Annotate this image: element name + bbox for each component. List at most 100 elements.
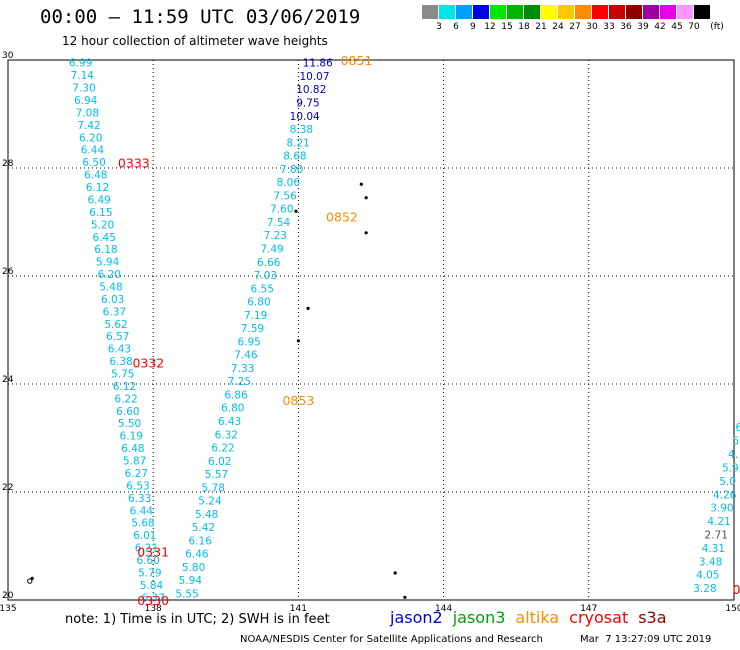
island-mark <box>294 209 298 213</box>
page-title: 00:00 – 11:59 UTC 03/06/2019 <box>40 6 361 28</box>
wave-height-label: 7.30 <box>72 83 95 95</box>
wave-height-label: 5.42 <box>192 522 215 534</box>
wave-height-label: 6.99 <box>69 58 92 70</box>
wave-height-label: 5 <box>733 436 740 448</box>
lon-tick-label: 150 <box>725 604 740 614</box>
wave-height-label: 6.44 <box>130 505 154 517</box>
wave-height-label: 5.62 <box>104 319 127 331</box>
legend-label: 45 <box>671 22 683 32</box>
wave-height-label: 6.15 <box>89 207 112 219</box>
lat-tick-label: 30 <box>2 51 14 61</box>
pass-time-label: 0851 <box>341 53 373 68</box>
legend-label: 6 <box>453 22 459 32</box>
footer-note: note: 1) Time is in UTC; 2) SWH is in fe… <box>65 612 330 627</box>
lon-tick-label: 141 <box>290 604 307 614</box>
lat-tick-label: 20 <box>2 591 14 601</box>
pass-time-label: 0853 <box>282 393 314 408</box>
wave-height-label: 6.45 <box>93 232 116 244</box>
legend-swatch <box>422 5 438 19</box>
wave-height-label: 4.05 <box>696 570 719 582</box>
wave-height-label: 11.86 <box>303 58 333 70</box>
wave-height-label: 5.48 <box>195 509 218 521</box>
island-mark <box>306 306 310 310</box>
legend-swatch <box>541 5 557 19</box>
wave-height-label: 5.50 <box>118 418 141 430</box>
wave-height-label: 9.75 <box>296 98 319 110</box>
legend-label: 39 <box>637 22 649 32</box>
wave-height-label: 7.19 <box>244 310 267 322</box>
wave-height-label: 4.31 <box>702 543 725 555</box>
wave-height-label: 6 <box>735 422 740 434</box>
wave-height-label: 7.25 <box>228 376 251 388</box>
wave-height-label: 6.50 <box>82 157 105 169</box>
wave-height-label: 5.24 <box>198 496 222 508</box>
legend-label: 24 <box>552 22 564 32</box>
wave-height-label: 7.54 <box>267 217 291 229</box>
generation-timestamp: Mar 7 13:27:09 UTC 2019 <box>580 634 712 645</box>
wave-height-label: 6.27 <box>125 468 148 480</box>
wave-height-label: 5.94 <box>179 575 203 587</box>
satellite-jason2: jason2 <box>390 608 443 627</box>
satellite-cryosat: cryosat <box>569 608 629 627</box>
wave-height-label: 5.20 <box>91 219 114 231</box>
lat-tick-label: 26 <box>2 267 14 277</box>
satellite-altika: altika <box>515 608 560 627</box>
wave-height-label: 6.21 <box>135 543 158 555</box>
wave-height-label: 5.79 <box>138 567 161 579</box>
island-mark <box>393 571 397 575</box>
legend-swatch <box>507 5 523 19</box>
legend-swatch <box>524 5 540 19</box>
wave-height-label: 6.37 <box>103 306 126 318</box>
legend-label: 3 <box>436 22 442 32</box>
wave-height-label: 6.48 <box>84 170 107 182</box>
legend-label: 12 <box>484 22 496 32</box>
legend-label: 15 <box>501 22 513 32</box>
wave-height-label: 5.55 <box>175 589 198 601</box>
legend-label: 70 <box>688 22 700 32</box>
wave-height-label: 6.03 <box>101 294 124 306</box>
legend-label: 9 <box>470 22 476 32</box>
lat-tick-label: 22 <box>2 483 13 493</box>
legend-swatch <box>439 5 455 19</box>
wave-height-label: 7.08 <box>76 107 99 119</box>
island-mark <box>364 196 368 200</box>
pass-time-label: 0852 <box>326 210 358 225</box>
pass-time-label: 0333 <box>118 156 150 171</box>
wave-height-label: 7.33 <box>231 363 254 375</box>
legend-swatch <box>473 5 489 19</box>
wave-height-label: 7.46 <box>234 350 258 362</box>
wave-height-label: 6.49 <box>87 194 110 206</box>
wave-height-label: 6.02 <box>208 456 231 468</box>
credit-line: NOAA/NESDIS Center for Satellite Applica… <box>240 634 543 645</box>
island-mark <box>364 231 368 235</box>
wave-height-label: 6.19 <box>120 431 143 443</box>
legend-label: 33 <box>603 22 615 32</box>
wave-height-label: 5.9 <box>722 462 739 474</box>
wave-height-label: 6.43 <box>108 344 131 356</box>
wave-height-label: 3.90 <box>710 503 733 515</box>
lat-tick-label: 28 <box>2 159 14 169</box>
wave-height-label: 7.56 <box>273 190 297 202</box>
wave-height-label: 5.78 <box>202 482 225 494</box>
wave-height-label: 5.75 <box>111 369 134 381</box>
wave-height-label: 6.12 <box>86 182 109 194</box>
wave-height-label: 8.21 <box>286 137 309 149</box>
legend-swatch <box>456 5 472 19</box>
legend-label: 21 <box>535 22 547 32</box>
legend-swatch <box>677 5 693 19</box>
wave-height-label: 5.87 <box>123 456 146 468</box>
wave-height-label: 5.57 <box>205 469 228 481</box>
wave-height-label: 6.32 <box>215 429 238 441</box>
island-mark <box>27 578 33 584</box>
wave-height-label: 6.80 <box>247 297 270 309</box>
pass-time-label: 0 <box>732 582 740 597</box>
wave-height-label: 6.60 <box>116 406 139 418</box>
wave-height-label: 6.55 <box>251 283 274 295</box>
lon-tick-label: 147 <box>580 604 597 614</box>
wave-height-label: 6.80 <box>221 403 244 415</box>
wave-height-label: 6.46 <box>185 549 209 561</box>
legend-swatch <box>609 5 625 19</box>
wave-height-label: 6.22 <box>211 443 234 455</box>
wave-height-label: 3.28 <box>693 583 716 595</box>
